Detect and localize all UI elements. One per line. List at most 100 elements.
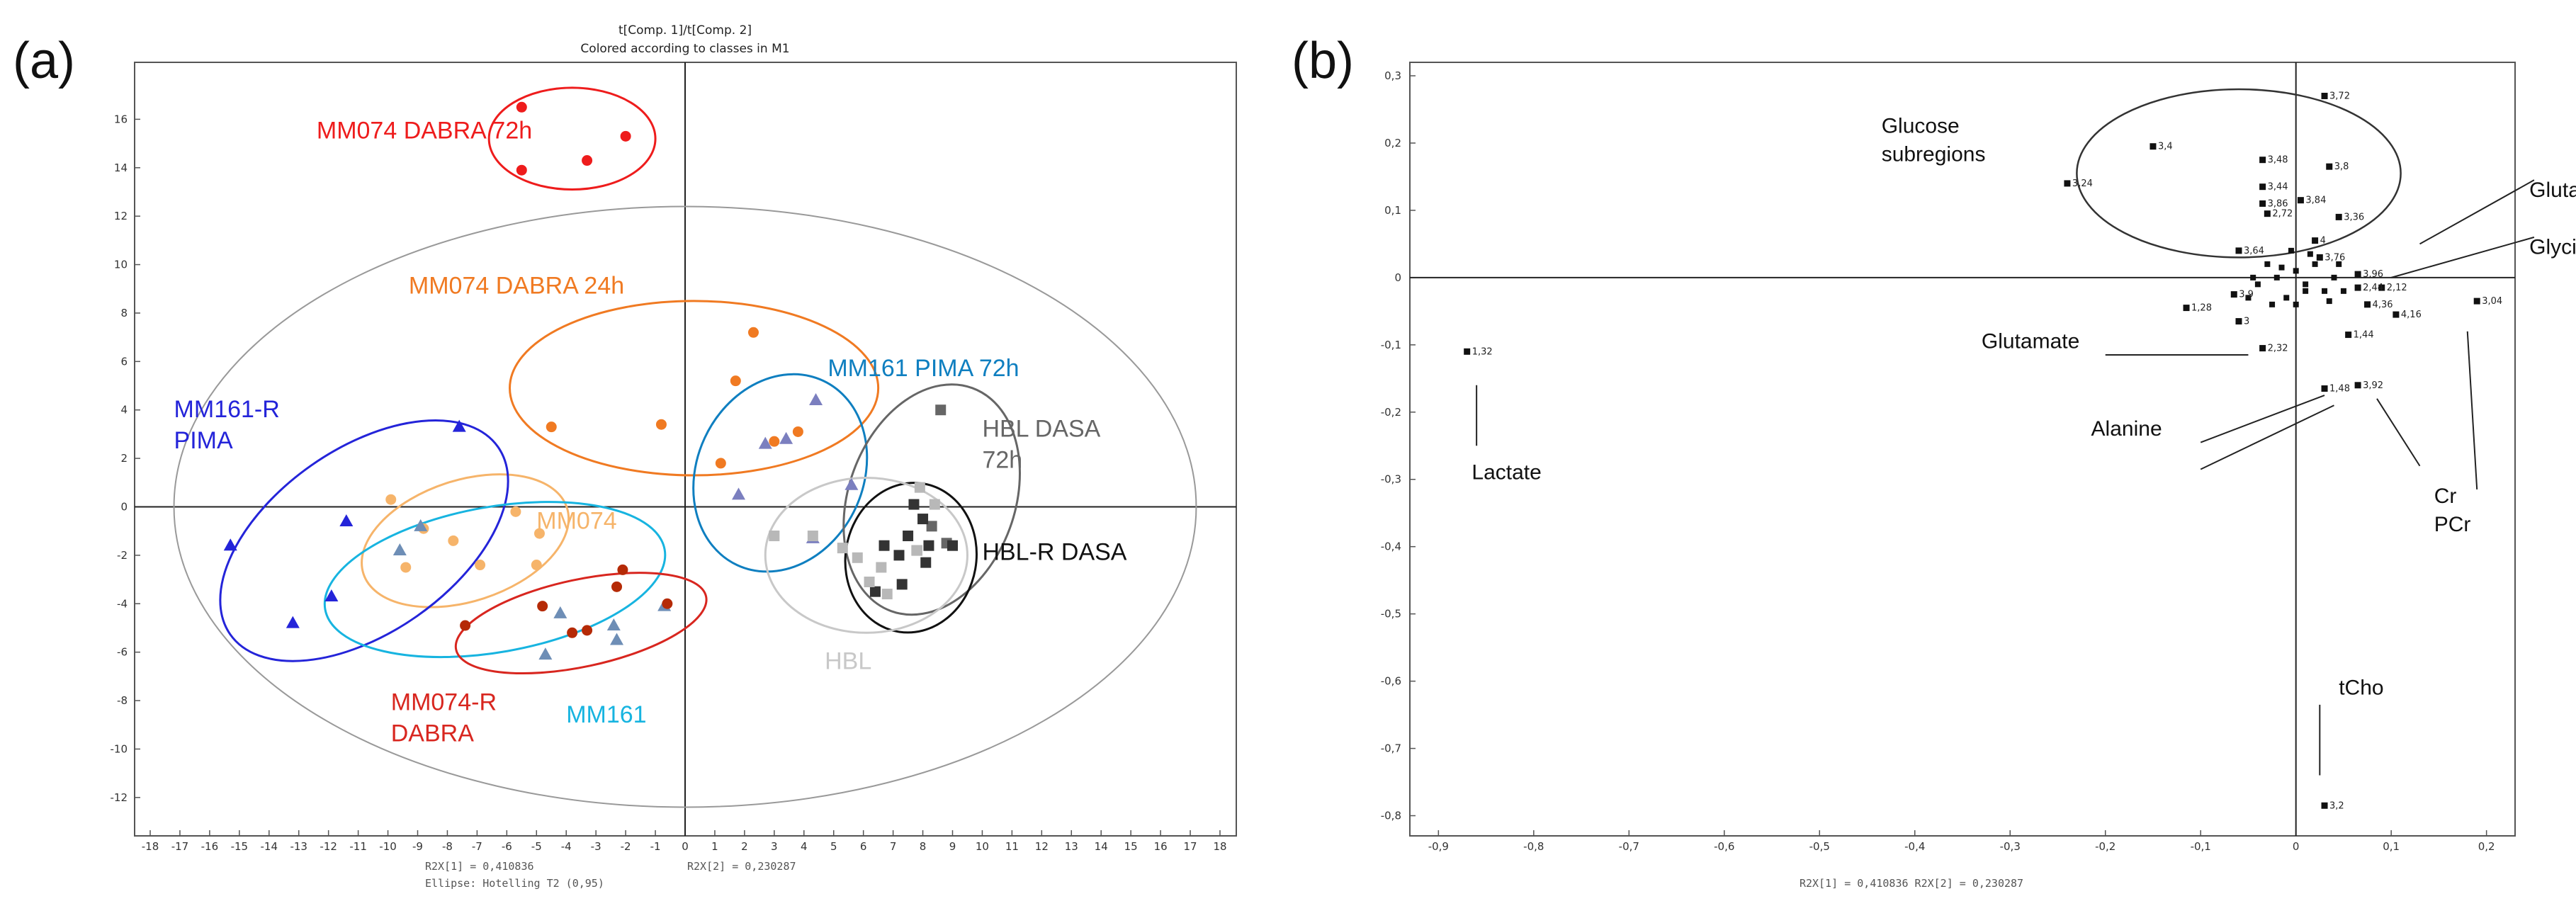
group-label: MM161 <box>566 701 646 728</box>
chart-a: t[Comp. 1]/t[Comp. 2] Colored according … <box>111 23 1237 890</box>
loading-point <box>2235 318 2242 325</box>
group-ellipse-mm161-pima-72h <box>692 373 869 573</box>
x-tick-label: 17 <box>1184 840 1197 853</box>
loading-point-label: 1,28 <box>2191 303 2212 314</box>
loading-point-label: 3,64 <box>2244 246 2264 256</box>
x-tick-label: -17 <box>171 840 189 853</box>
group-ellipse-mm161-r-pima <box>219 419 509 662</box>
x-tick-label: -0,3 <box>2000 840 2021 853</box>
loading-point <box>2150 143 2157 150</box>
data-point-triangle <box>606 618 621 631</box>
loading-point <box>2354 284 2361 291</box>
data-point-square <box>935 404 947 416</box>
x-tick-label: 3 <box>771 840 778 853</box>
y-tick-label: -0,1 <box>1381 339 1401 351</box>
data-point-circle <box>769 436 780 447</box>
x-tick-label: -13 <box>290 840 307 853</box>
data-point-circle <box>792 426 803 437</box>
data-point-square <box>807 531 818 542</box>
y-tick-label: 0,3 <box>1384 69 1401 82</box>
x-tick-label: -6 <box>502 840 512 853</box>
loading-point <box>2322 288 2328 294</box>
x-tick-label: 0,2 <box>2478 840 2495 853</box>
data-point-circle <box>533 528 545 539</box>
data-point-circle <box>516 164 527 176</box>
y-tick-label: 16 <box>114 113 128 125</box>
loading-point-label: 3,92 <box>2363 380 2383 391</box>
data-point-circle <box>531 560 542 571</box>
data-point-square <box>864 576 875 587</box>
loading-point <box>2245 295 2252 301</box>
loading-point-label: 2,72 <box>2272 209 2293 220</box>
metabolite-label: Cr <box>2434 485 2457 508</box>
loading-point <box>2230 291 2237 298</box>
data-point-triangle <box>553 606 567 618</box>
loading-point-label: 1,48 <box>2329 384 2350 395</box>
loading-point <box>2293 301 2299 307</box>
data-point-square <box>947 540 958 551</box>
group-label-line2: DABRA <box>391 720 474 747</box>
data-point-square <box>852 552 863 563</box>
data-point-square <box>881 589 893 600</box>
metabolite-label: Glucose <box>1882 115 1960 138</box>
data-point-circle <box>475 560 486 571</box>
loading-point-label: 3,72 <box>2329 91 2350 101</box>
x-tick-label: -8 <box>442 840 453 853</box>
loading-point <box>2283 295 2290 301</box>
x-tick-label: -7 <box>472 840 482 853</box>
metabolite-label: Glycine <box>2529 236 2576 259</box>
group-ellipse-mm074-dabra-72h <box>487 86 657 191</box>
group-label: HBL-R DASA <box>982 539 1126 566</box>
x-tick-label: -10 <box>379 840 397 853</box>
loading-point-label: 3,9 <box>2239 290 2254 300</box>
data-point-square <box>879 540 890 551</box>
data-point-triangle <box>324 589 339 601</box>
loading-point-label: 3,36 <box>2344 212 2364 222</box>
loading-point-label: 3,96 <box>2363 269 2383 280</box>
loading-point <box>2297 197 2304 204</box>
data-point-square <box>896 579 908 590</box>
y-tick-label: -2 <box>117 549 128 562</box>
loading-point <box>2312 237 2319 244</box>
y-tick-label: 0,2 <box>1384 137 1401 149</box>
data-point-square <box>769 531 780 542</box>
chart-a-title: t[Comp. 1]/t[Comp. 2] <box>618 23 752 38</box>
y-tick-label: -12 <box>111 791 128 804</box>
y-tick-label: -0,6 <box>1381 675 1401 688</box>
x-tick-label: 14 <box>1095 840 1108 853</box>
loading-point-label: 4,16 <box>2401 310 2422 320</box>
chart-a-footer-ellipse: Ellipse: Hotelling T2 (0,95) <box>425 877 604 890</box>
chart-b-frame <box>1409 62 2516 837</box>
group-ellipse-hbl-dasa-72h <box>842 383 1021 616</box>
metabolite-label: tCho <box>2339 676 2383 700</box>
x-tick-label: 16 <box>1154 840 1168 853</box>
loading-point-label: 3,76 <box>2324 252 2345 263</box>
y-tick-label: 8 <box>120 307 128 319</box>
loading-point <box>2278 264 2285 271</box>
y-tick-label: 10 <box>114 259 128 271</box>
loading-point <box>2393 311 2400 318</box>
loading-point <box>2250 274 2256 281</box>
y-tick-label: -10 <box>111 742 128 755</box>
loading-point <box>2264 210 2271 217</box>
data-point-circle <box>747 327 759 338</box>
x-tick-label: -15 <box>231 840 249 853</box>
loading-point <box>2264 261 2271 267</box>
loading-point <box>2345 332 2352 339</box>
data-point-square <box>923 540 934 551</box>
y-tick-label: -0,7 <box>1381 742 1401 755</box>
loading-point <box>2259 200 2266 207</box>
chart-a-footer-x: R2X[1] = 0,410836 <box>425 860 534 873</box>
x-tick-label: 0,1 <box>2383 840 2400 853</box>
annotation-leader-line <box>2200 404 2334 470</box>
panel-a-label: (a) <box>13 33 75 89</box>
loading-point <box>2473 298 2480 305</box>
data-point-circle <box>620 130 631 142</box>
x-tick-label: -12 <box>320 840 337 853</box>
group-ellipse-mm161 <box>323 501 667 659</box>
data-point-circle <box>611 581 623 592</box>
x-tick-label: 1 <box>711 840 718 853</box>
data-point-circle <box>448 535 459 546</box>
x-tick-label: -0,2 <box>2095 840 2115 853</box>
